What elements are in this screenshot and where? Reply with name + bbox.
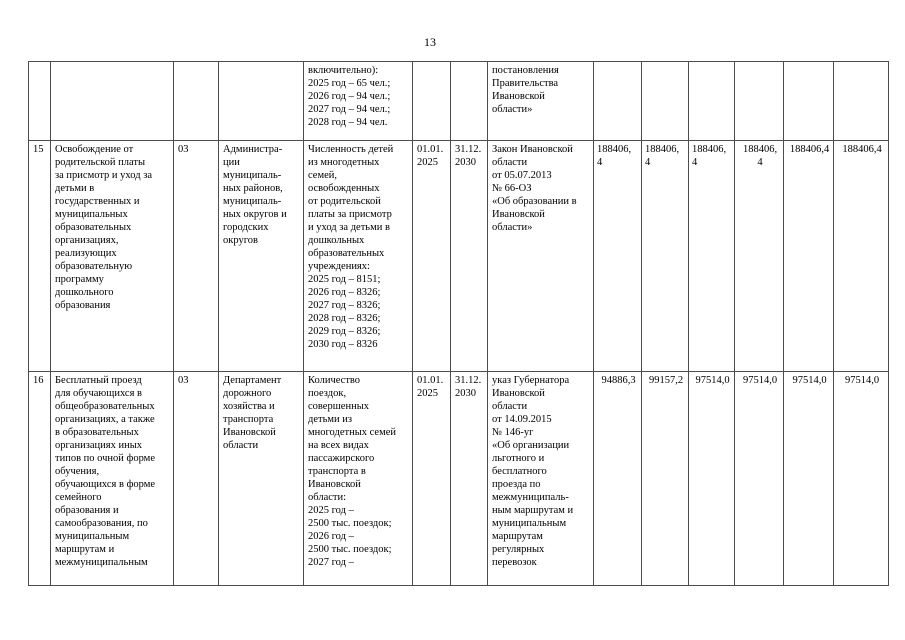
cell-value-2 bbox=[641, 61, 689, 141]
cell-value-1 bbox=[593, 61, 642, 141]
measures-table: включительно): 2025 год – 65 чел.; 2026 … bbox=[28, 61, 889, 586]
cell-indicator: включительно): 2025 год – 65 чел.; 2026 … bbox=[303, 61, 413, 141]
cell-number: 15 bbox=[28, 140, 51, 372]
cell-end-date: 31.12. 2030 bbox=[450, 140, 488, 372]
cell-value-5: 188406,4 bbox=[783, 140, 834, 372]
cell-value-4: 188406, 4 bbox=[734, 140, 784, 372]
table-row-16: 16 Бесплатный проезд для обучающихся в о… bbox=[28, 371, 889, 586]
cell-measure-name: Бесплатный проезд для обучающихся в обще… bbox=[50, 371, 174, 586]
cell-code bbox=[173, 61, 219, 141]
cell-value-5 bbox=[783, 61, 834, 141]
cell-value-2: 188406, 4 bbox=[641, 140, 689, 372]
table-row-continuation: включительно): 2025 год – 65 чел.; 2026 … bbox=[28, 61, 889, 141]
cell-value-3: 188406, 4 bbox=[688, 140, 735, 372]
cell-number bbox=[28, 61, 51, 141]
cell-value-6: 97514,0 bbox=[833, 371, 889, 586]
cell-indicator: Количество поездок, совершенных детьми и… bbox=[303, 371, 413, 586]
cell-legal-basis: указ Губернатора Ивановской области от 1… bbox=[487, 371, 594, 586]
cell-value-3: 97514,0 bbox=[688, 371, 735, 586]
cell-start-date bbox=[412, 61, 451, 141]
cell-value-1: 94886,3 bbox=[593, 371, 642, 586]
cell-value-6 bbox=[833, 61, 889, 141]
cell-value-4 bbox=[734, 61, 784, 141]
cell-value-1: 188406, 4 bbox=[593, 140, 642, 372]
cell-legal-basis: постановления Правительства Ивановской о… bbox=[487, 61, 594, 141]
cell-executor bbox=[218, 61, 304, 141]
cell-value-5: 97514,0 bbox=[783, 371, 834, 586]
cell-legal-basis: Закон Ивановской области от 05.07.2013 №… bbox=[487, 140, 594, 372]
cell-code: 03 bbox=[173, 371, 219, 586]
cell-end-date: 31.12. 2030 bbox=[450, 371, 488, 586]
cell-code: 03 bbox=[173, 140, 219, 372]
cell-start-date: 01.01. 2025 bbox=[412, 371, 451, 586]
cell-indicator: Численность детей из многодетных семей, … bbox=[303, 140, 413, 372]
cell-executor: Департамент дорожного хозяйства и трансп… bbox=[218, 371, 304, 586]
cell-measure-name bbox=[50, 61, 174, 141]
cell-executor: Администра- ции муниципаль- ных районов,… bbox=[218, 140, 304, 372]
cell-number: 16 bbox=[28, 371, 51, 586]
cell-end-date bbox=[450, 61, 488, 141]
cell-measure-name: Освобождение от родительской платы за пр… bbox=[50, 140, 174, 372]
table-row-15: 15 Освобождение от родительской платы за… bbox=[28, 140, 889, 372]
page-number: 13 bbox=[424, 35, 436, 49]
cell-value-2: 99157,2 bbox=[641, 371, 689, 586]
cell-value-4: 97514,0 bbox=[734, 371, 784, 586]
cell-value-6: 188406,4 bbox=[833, 140, 889, 372]
cell-start-date: 01.01. 2025 bbox=[412, 140, 451, 372]
cell-value-3 bbox=[688, 61, 735, 141]
